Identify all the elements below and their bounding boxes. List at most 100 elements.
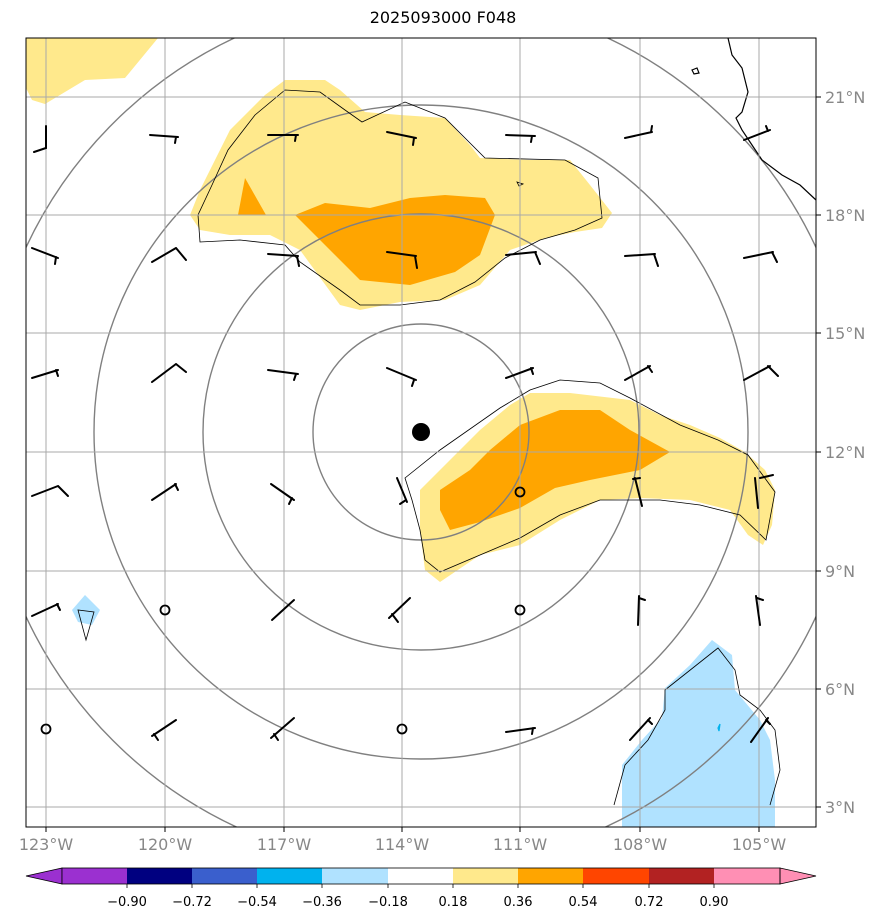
calm-circle [40, 723, 52, 735]
wind-barb [386, 367, 417, 387]
shade-orange-north-sm [238, 178, 266, 215]
wind-barb [33, 125, 47, 153]
colorbar-segment [583, 868, 649, 884]
shade-orange-south [440, 410, 670, 530]
colorbar-tick-label: −0.36 [302, 895, 342, 910]
shade-orange-north [295, 195, 495, 285]
island-small [691, 67, 700, 75]
lat-label: 12°N [825, 443, 865, 462]
lat-label: 9°N [825, 562, 855, 581]
lat-label: 18°N [825, 206, 865, 225]
wind-barb [151, 363, 187, 383]
range-rings [26, 38, 816, 827]
wind-barb [505, 134, 536, 143]
wind-barb [149, 134, 179, 144]
colorbar-tick-label: 0.36 [504, 895, 533, 910]
wind-barb [31, 247, 59, 265]
contour-south [404, 379, 776, 573]
island-tiny [717, 723, 721, 732]
coastline-mexico [727, 38, 816, 201]
colorbar-segment [322, 868, 388, 884]
range-ring-1 [312, 323, 530, 541]
graticule [26, 38, 816, 827]
colorbar: −0.90 −0.72 −0.54 −0.36 −0.18 0.18 0.36 … [25, 867, 817, 910]
colorbar-tick-label: 0.18 [439, 895, 468, 910]
wind-barb [629, 717, 653, 741]
lon-label: 117°W [257, 835, 312, 854]
wind-barb [743, 365, 779, 381]
wind-barb [151, 247, 187, 263]
wind-barb [388, 597, 411, 623]
wind-barb [754, 474, 774, 509]
wind-barb [31, 369, 59, 379]
colorbar-segment [127, 868, 192, 884]
colorbar-segment [388, 868, 453, 884]
wind-barb [743, 251, 778, 263]
wind-barb [750, 717, 771, 743]
wind-barb [386, 131, 417, 146]
coastline [691, 38, 816, 732]
colorbar-segment [192, 868, 257, 884]
wind-barb [396, 477, 408, 505]
storm-center-marker [412, 423, 430, 441]
lon-label: 123°W [19, 835, 74, 854]
contour-north [197, 89, 603, 306]
range-ring-2 [202, 213, 640, 651]
colorbar-segment [518, 868, 583, 884]
range-ring-3 [93, 104, 749, 760]
wind-barb [386, 251, 418, 269]
wind-barb [271, 599, 295, 621]
lon-label: 111°W [493, 835, 548, 854]
colorbar-tick-label: −0.72 [172, 895, 212, 910]
wind-barb [270, 483, 295, 505]
wind-barb [624, 365, 653, 381]
wind-barb [624, 253, 659, 267]
colorbar-extend-left [25, 867, 63, 885]
lon-label: 108°W [613, 835, 668, 854]
colorbar-tick-label: −0.90 [107, 895, 147, 910]
wind-barb [267, 253, 300, 267]
map-title: 2025093000 F048 [369, 8, 517, 27]
wind-barb [505, 251, 541, 265]
colorbar-extend-right [779, 867, 817, 885]
wind-barb [151, 719, 177, 741]
colorbar-segment [257, 868, 322, 884]
lon-labels: 123°W 120°W 117°W 114°W 111°W 108°W 105°… [19, 835, 787, 854]
wind-barb [743, 125, 771, 141]
lon-label: 105°W [732, 835, 787, 854]
colorbar-tick-label: 0.72 [635, 895, 664, 910]
wind-barbs [31, 125, 779, 743]
shade-blue-southeast [622, 640, 775, 827]
calm-circles [40, 486, 526, 735]
contour-southeast [613, 647, 781, 806]
shade-blue-west [72, 595, 100, 625]
calm-circle [159, 604, 171, 616]
wind-barb [624, 125, 653, 139]
wind-barb [31, 603, 61, 617]
colorbar-segment [453, 868, 518, 884]
colorbar-segment [62, 868, 127, 884]
wind-barb [632, 477, 643, 507]
colorbar-tick-label: 0.90 [700, 895, 729, 910]
calm-circle [514, 604, 526, 616]
lat-labels: 21°N 18°N 15°N 12°N 9°N 6°N 3°N [825, 88, 865, 817]
shade-yellow-nw [26, 38, 158, 104]
lon-label: 114°W [375, 835, 430, 854]
wind-barb [267, 369, 299, 381]
colorbar-tick-label: −0.54 [237, 895, 277, 910]
colorbar-tick-label: 0.54 [569, 895, 598, 910]
wind-barb [31, 485, 69, 497]
lon-label: 120°W [138, 835, 193, 854]
calm-circle [514, 486, 526, 498]
lat-label: 6°N [825, 680, 855, 699]
lat-label: 3°N [825, 798, 855, 817]
wind-barb [267, 134, 299, 142]
wind-barb [637, 595, 646, 626]
wind-barb [755, 595, 764, 626]
lat-label: 15°N [825, 324, 865, 343]
colorbar-segment [714, 868, 780, 884]
colorbar-tick-label: −0.18 [368, 895, 408, 910]
colorbar-segment [649, 868, 714, 884]
wind-barb [151, 483, 179, 501]
